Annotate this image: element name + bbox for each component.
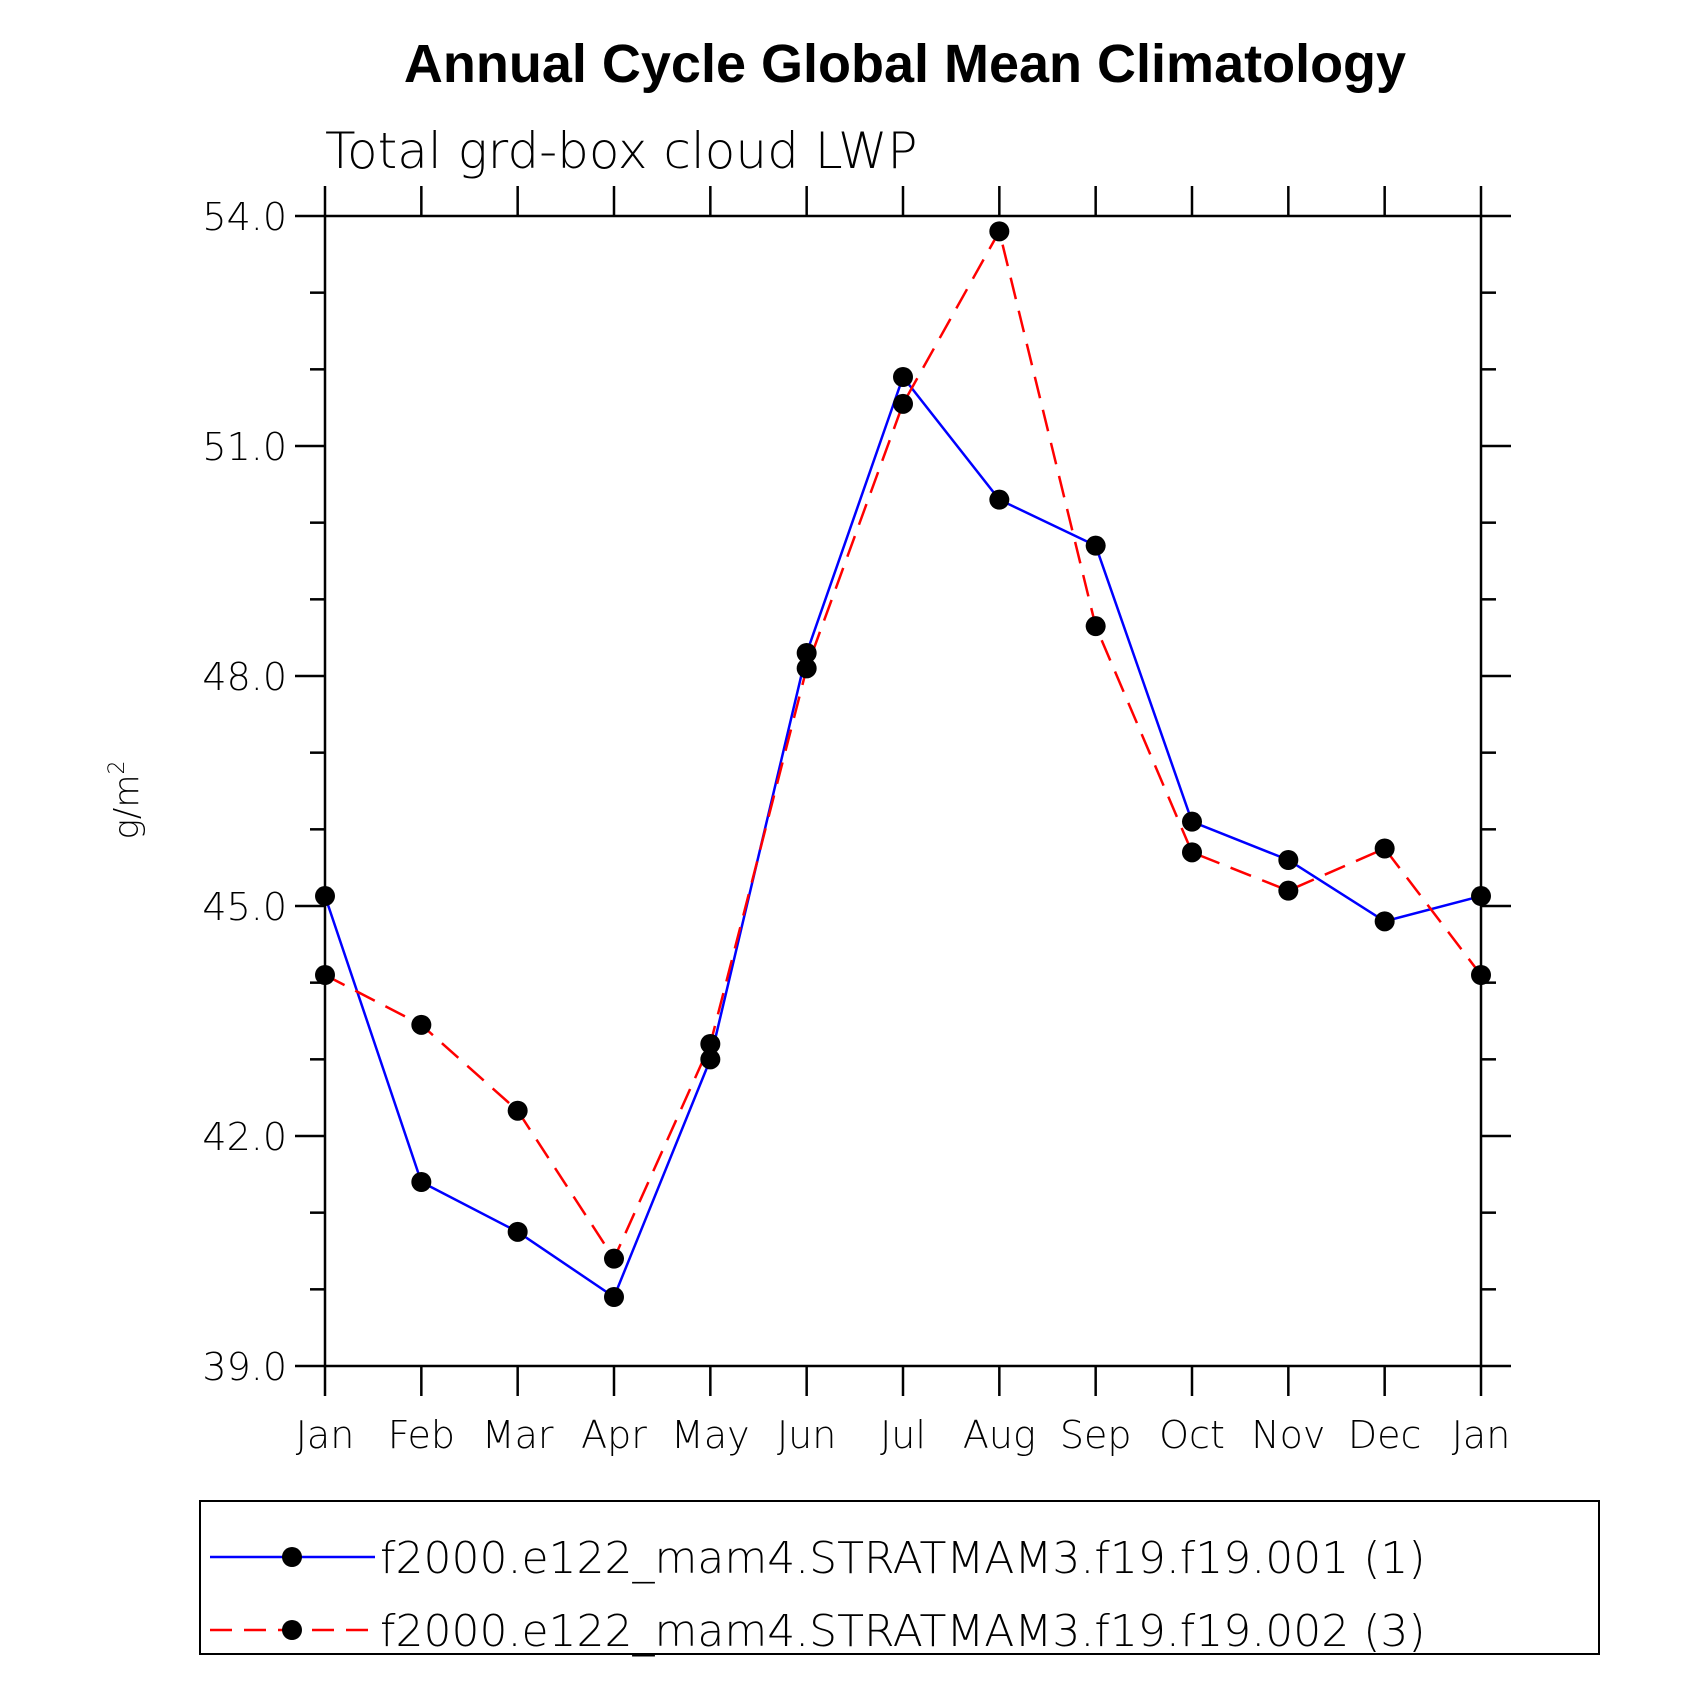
series-1-point xyxy=(989,489,1010,510)
x-tick-label: Jun xyxy=(777,1413,836,1457)
y-tick-label: 45.0 xyxy=(202,885,287,929)
series-2-point xyxy=(1471,965,1491,985)
series-2-point xyxy=(893,393,913,414)
y-axis-label-main: g/m xyxy=(107,775,147,840)
chart-subtitle: Total grd-box cloud LWP xyxy=(325,122,918,180)
plot-frame xyxy=(323,214,1483,1368)
x-tick-label: Nov xyxy=(1251,1413,1325,1457)
series-1-point xyxy=(1278,850,1299,870)
y-axis-label: g/m2 xyxy=(105,761,147,840)
series-2-point xyxy=(1374,838,1395,859)
series-2-point xyxy=(411,1014,432,1035)
x-tick-label: Mar xyxy=(482,1413,554,1457)
series-1-point xyxy=(893,367,913,387)
legend-label-2: f2000.e122_mam4.STRATMAM3.f19.f19.002 (3… xyxy=(380,1606,1426,1657)
x-tick-label: Sep xyxy=(1060,1413,1132,1457)
series-1-point xyxy=(411,1172,432,1192)
legend-entries: f2000.e122_mam4.STRATMAM3.f19.f19.001 (1… xyxy=(210,1533,1426,1657)
series-2-point xyxy=(1278,880,1299,901)
y-ticks: 39.0 42.0 45.0 48.0 51.0 54.0 xyxy=(202,195,1511,1389)
series-2-point xyxy=(796,658,817,679)
svg-text:g/m2: g/m2 xyxy=(105,761,147,840)
series-1-point xyxy=(604,1287,624,1307)
legend-marker-2 xyxy=(282,1620,302,1640)
series-1-point xyxy=(1085,535,1106,556)
series-layer xyxy=(315,221,1491,1307)
series-2-point xyxy=(604,1248,624,1269)
series-1-point xyxy=(1471,886,1491,907)
x-tick-label: Jan xyxy=(296,1413,355,1457)
x-tick-label: Jul xyxy=(880,1413,926,1457)
legend-label-1: f2000.e122_mam4.STRATMAM3.f19.f19.001 (1… xyxy=(380,1533,1426,1584)
legend-box xyxy=(199,1500,1600,1655)
x-tick-label: May xyxy=(671,1413,750,1457)
series-2-point xyxy=(700,1034,721,1054)
series-1-point xyxy=(315,886,335,907)
series-1-point xyxy=(700,1049,721,1070)
legend-marker-1 xyxy=(282,1547,302,1567)
series-2-point xyxy=(315,965,335,985)
x-tick-label: Oct xyxy=(1159,1413,1225,1457)
series-line-1 xyxy=(323,374,1482,1299)
x-ticks: Jan Feb Mar Apr May Jun Jul Aug Sep Oct Nov Dec Jan xyxy=(296,186,1511,1457)
series-2-point xyxy=(1182,842,1202,863)
legend: f2000.e122_mam4.STRATMAM3.f19.f19.001 (1… xyxy=(199,1500,1600,1657)
series-1-point xyxy=(1182,811,1202,832)
chart-title: Annual Cycle Global Mean Climatology xyxy=(404,34,1406,94)
x-tick-label: Jan xyxy=(1452,1413,1511,1457)
y-tick-label: 42.0 xyxy=(202,1115,287,1159)
x-tick-label: Dec xyxy=(1348,1413,1422,1457)
series-2-point xyxy=(989,221,1010,242)
series-2-point xyxy=(507,1100,528,1121)
series-2-point xyxy=(1085,616,1106,637)
x-tick-label: Aug xyxy=(963,1413,1036,1457)
series-1-point xyxy=(507,1221,528,1242)
series-1-point xyxy=(1374,911,1395,932)
y-axis-label-sup: 2 xyxy=(105,761,130,775)
y-tick-label: 48.0 xyxy=(202,655,287,699)
x-tick-label: Apr xyxy=(581,1413,647,1457)
y-tick-label: 51.0 xyxy=(202,425,287,469)
x-tick-label: Feb xyxy=(388,1413,455,1457)
y-tick-label: 39.0 xyxy=(202,1345,287,1389)
series-1-point xyxy=(796,643,817,663)
y-tick-label: 54.0 xyxy=(202,195,287,239)
